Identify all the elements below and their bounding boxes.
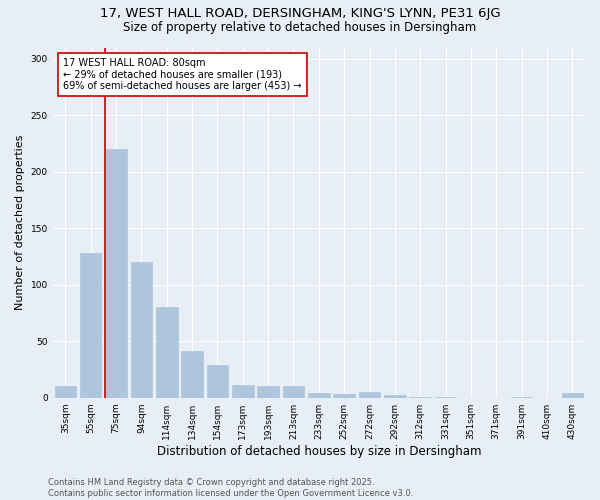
Text: Size of property relative to detached houses in Dersingham: Size of property relative to detached ho… [124, 21, 476, 34]
Bar [257, 386, 279, 398]
Bar [334, 394, 355, 398]
X-axis label: Distribution of detached houses by size in Dersingham: Distribution of detached houses by size … [157, 444, 481, 458]
Text: 17 WEST HALL ROAD: 80sqm
← 29% of detached houses are smaller (193)
69% of semi-: 17 WEST HALL ROAD: 80sqm ← 29% of detach… [64, 58, 302, 91]
Bar [308, 393, 329, 398]
Bar [80, 253, 101, 398]
Bar [55, 386, 76, 398]
Bar [181, 352, 203, 398]
Bar [384, 396, 406, 398]
Bar [283, 386, 304, 398]
Bar [232, 386, 254, 398]
Bar [435, 396, 457, 398]
Bar [156, 308, 178, 398]
Bar [131, 262, 152, 398]
Bar [359, 392, 380, 398]
Bar [409, 396, 431, 398]
Bar [511, 396, 532, 398]
Text: 17, WEST HALL ROAD, DERSINGHAM, KING'S LYNN, PE31 6JG: 17, WEST HALL ROAD, DERSINGHAM, KING'S L… [100, 8, 500, 20]
Bar [562, 393, 583, 398]
Y-axis label: Number of detached properties: Number of detached properties [15, 135, 25, 310]
Bar [105, 149, 127, 398]
Bar [206, 365, 228, 398]
Text: Contains HM Land Registry data © Crown copyright and database right 2025.
Contai: Contains HM Land Registry data © Crown c… [48, 478, 413, 498]
